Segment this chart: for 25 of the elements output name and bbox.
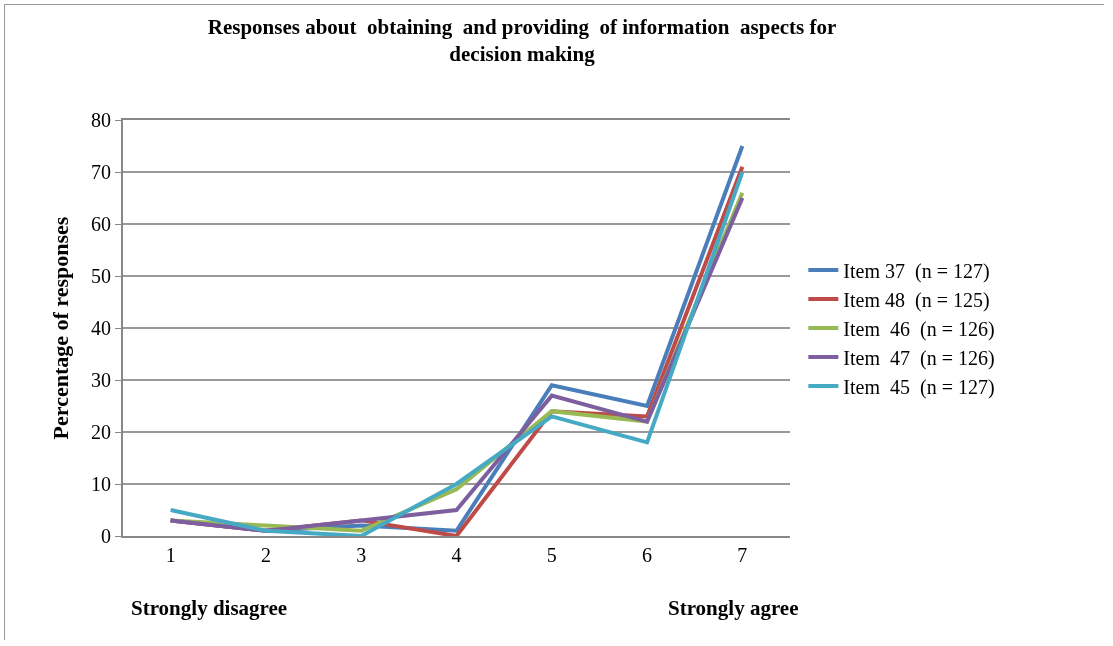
text: Strongly agree bbox=[668, 596, 799, 620]
y-tick-label: 0 bbox=[101, 525, 111, 547]
y-tick-label: 50 bbox=[91, 265, 111, 287]
y-tick-label: 30 bbox=[91, 369, 111, 391]
text: Strongly disagree bbox=[131, 596, 288, 620]
legend-label: Item 47 (n = 126) bbox=[843, 346, 995, 370]
legend-label: Item 48 (n = 125) bbox=[843, 288, 990, 312]
y-tick-label: 10 bbox=[91, 473, 111, 495]
x-tick-label: 3 bbox=[356, 544, 367, 566]
x-tick-label: 2 bbox=[260, 544, 271, 566]
chart-title: Responses about obtaining and providing of information aspects for decision making bbox=[207, 14, 837, 66]
y-tick-label: 80 bbox=[91, 109, 111, 131]
y-tick-label: 40 bbox=[91, 317, 111, 339]
y-tick-label: 20 bbox=[91, 421, 111, 443]
x-tick-label: 7 bbox=[737, 544, 748, 566]
y-tick-label: 60 bbox=[91, 213, 111, 235]
legend-label: Item 45 (n = 127) bbox=[843, 375, 995, 399]
y-tick-label: 70 bbox=[91, 161, 111, 183]
x-tick-label: 6 bbox=[642, 544, 653, 566]
y-axis-title: Percentage of responses bbox=[48, 216, 73, 440]
legend-label: Item 37 (n = 127) bbox=[843, 259, 990, 283]
x-tick-label: 1 bbox=[165, 544, 176, 566]
x-tick-label: 4 bbox=[451, 544, 462, 566]
x-tick-label: 5 bbox=[546, 544, 557, 566]
legend-label: Item 46 (n = 126) bbox=[843, 317, 995, 341]
